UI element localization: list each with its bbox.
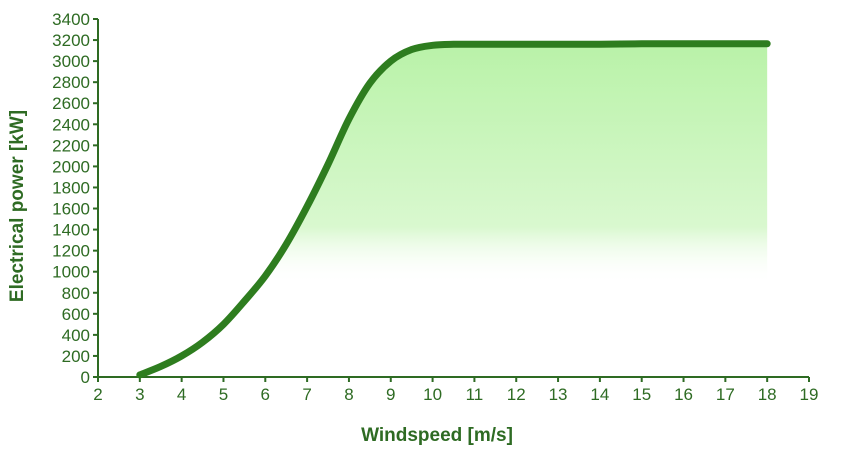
power-area-fill: [139, 43, 768, 378]
axes-layer: 0 200 400 600 800 1000 1200 1400 1600 1800 2000 220…: [52, 10, 818, 404]
x-tick-label: 6: [261, 385, 270, 404]
y-tick-label: 2200: [52, 136, 90, 155]
y-axis-title: Electrical power [kW]: [7, 110, 28, 302]
y-tick-label: 0: [81, 368, 90, 387]
y-tick-label: 1400: [52, 221, 90, 240]
x-tick-label: 19: [800, 385, 819, 404]
power-curve-line: [136, 40, 771, 379]
y-tick-label: 400: [62, 326, 90, 345]
x-tick-label: 4: [177, 385, 186, 404]
y-tick-label: 2800: [52, 73, 90, 92]
y-tick-label: 1800: [52, 178, 90, 197]
x-tick-label: 11: [466, 385, 484, 404]
y-tick-label: 600: [62, 305, 90, 324]
y-tick-label: 2400: [52, 115, 90, 134]
y-tick-label: 1200: [52, 242, 90, 261]
y-tick-label: 1600: [52, 200, 90, 219]
y-tick-label: 2000: [52, 157, 90, 176]
y-tick-label: 3000: [52, 52, 90, 71]
x-axis-title: Windspeed [m/s]: [361, 425, 513, 446]
line-layer: [136, 40, 771, 379]
x-tick-label: 13: [549, 385, 568, 404]
y-tick-label: 3200: [52, 31, 90, 50]
x-tick-label: 2: [93, 385, 102, 404]
y-tick-label: 1000: [52, 263, 90, 282]
area-layer: [139, 43, 768, 378]
y-tick-label: 2600: [52, 94, 90, 113]
y-tick-label: 800: [62, 284, 90, 303]
y-tick-label: 3400: [52, 10, 90, 29]
x-tick-label: 15: [632, 385, 651, 404]
x-tick-label: 5: [219, 385, 228, 404]
x-tick-label: 3: [135, 385, 144, 404]
x-tick-label: 12: [507, 385, 526, 404]
x-tick-label: 17: [716, 385, 735, 404]
x-tick-label: 18: [758, 385, 777, 404]
x-tick-label: 7: [302, 385, 311, 404]
x-tick-label: 14: [590, 385, 609, 404]
x-tick-label: 8: [344, 385, 353, 404]
x-tick-label: 10: [423, 385, 442, 404]
y-tick-label: 200: [62, 347, 90, 366]
x-tick-label: 16: [674, 385, 693, 404]
x-tick-label: 9: [386, 385, 395, 404]
